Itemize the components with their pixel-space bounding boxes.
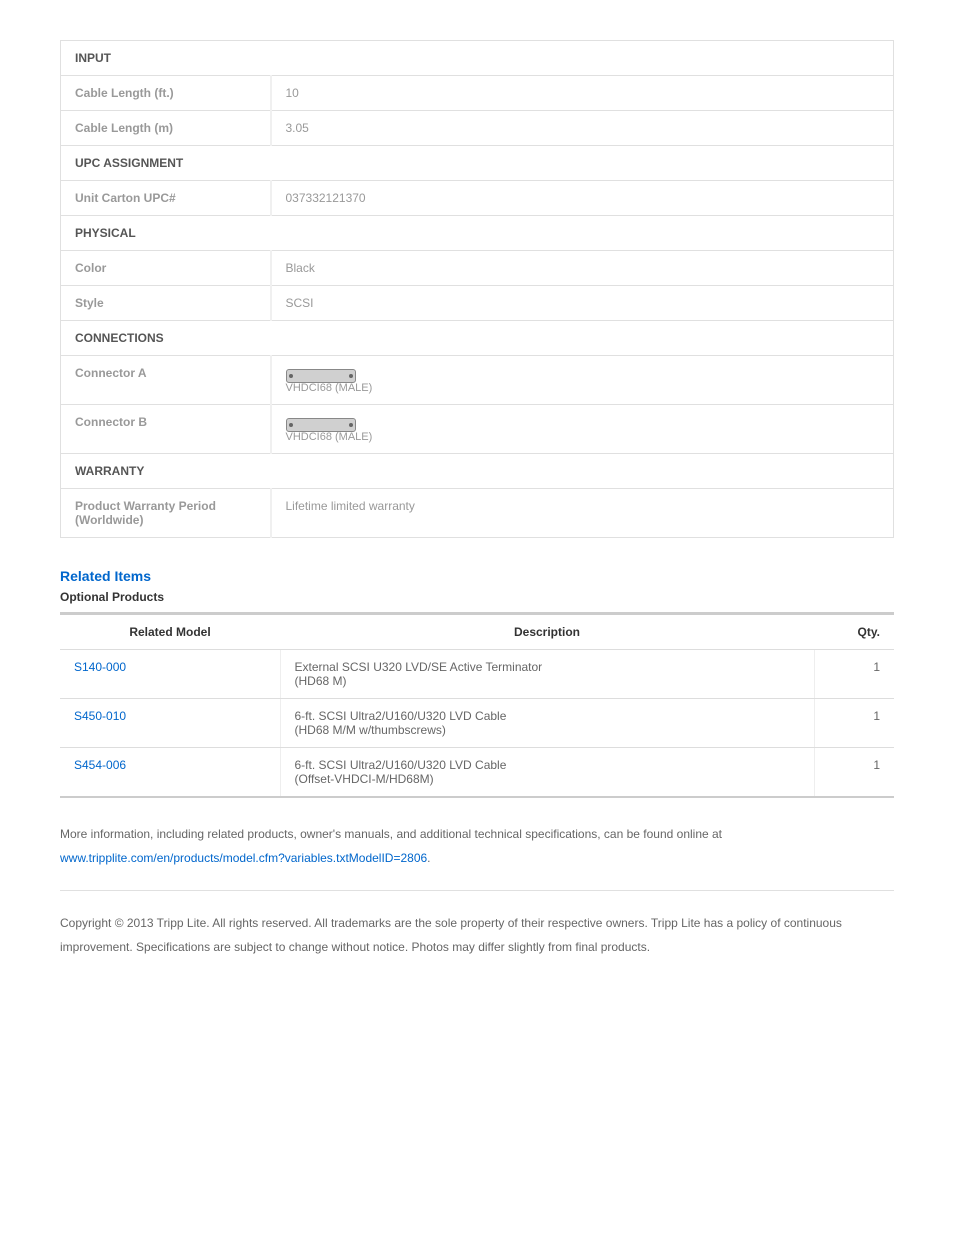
spec-label: Product Warranty Period (Worldwide) — [61, 489, 271, 538]
related-row: S454-006 6-ft. SCSI Ultra2/U160/U320 LVD … — [60, 748, 894, 798]
related-tbody: S140-000 External SCSI U320 LVD/SE Active… — [60, 650, 894, 798]
spec-value: 037332121370 — [271, 181, 894, 216]
related-model-link[interactable]: S450-010 — [74, 709, 126, 723]
related-qty: 1 — [814, 699, 894, 748]
related-model-link[interactable]: S140-000 — [74, 660, 126, 674]
footer-divider — [60, 890, 894, 891]
spec-row: Cable Length (ft.)10 — [61, 76, 894, 111]
spec-section-title: INPUT — [61, 41, 894, 76]
related-description: 6-ft. SCSI Ultra2/U160/U320 LVD Cable (H… — [280, 699, 814, 748]
spec-row: Unit Carton UPC#037332121370 — [61, 181, 894, 216]
spec-row: Cable Length (m)3.05 — [61, 111, 894, 146]
col-related-model: Related Model — [60, 614, 280, 650]
spec-value: Black — [271, 251, 894, 286]
optional-products-subheading: Optional Products — [60, 590, 894, 604]
period: . — [427, 851, 430, 865]
connector-label: VHDCI68 (MALE) — [286, 382, 880, 394]
related-qty: 1 — [814, 748, 894, 798]
related-products-table: Related Model Description Qty. S140-000 E… — [60, 612, 894, 798]
more-info-link[interactable]: www.tripplite.com/en/products/model.cfm?… — [60, 851, 427, 865]
spec-value: 10 — [271, 76, 894, 111]
spec-section-header: UPC ASSIGNMENT — [61, 146, 894, 181]
spec-value: VHDCI68 (MALE) — [271, 356, 894, 405]
spec-value: SCSI — [271, 286, 894, 321]
spec-section-header: CONNECTIONS — [61, 321, 894, 356]
specs-tbody: INPUTCable Length (ft.)10Cable Length (m… — [61, 41, 894, 538]
spec-row: StyleSCSI — [61, 286, 894, 321]
spec-section-header: PHYSICAL — [61, 216, 894, 251]
spec-section-header: INPUT — [61, 41, 894, 76]
spec-section-title: UPC ASSIGNMENT — [61, 146, 894, 181]
spec-row: Connector B VHDCI68 (MALE) — [61, 405, 894, 454]
more-info-prefix: More information, including related prod… — [60, 827, 722, 841]
more-info-text: More information, including related prod… — [60, 822, 894, 870]
col-description: Description — [280, 614, 814, 650]
spec-label: Cable Length (ft.) — [61, 76, 271, 111]
spec-label: Connector A — [61, 356, 271, 405]
related-description: 6-ft. SCSI Ultra2/U160/U320 LVD Cable (O… — [280, 748, 814, 798]
connector-icon — [286, 369, 356, 383]
spec-value: VHDCI68 (MALE) — [271, 405, 894, 454]
spec-value: Lifetime limited warranty — [271, 489, 894, 538]
connector-label: VHDCI68 (MALE) — [286, 431, 880, 443]
related-description: External SCSI U320 LVD/SE Active Termina… — [280, 650, 814, 699]
related-row: S140-000 External SCSI U320 LVD/SE Active… — [60, 650, 894, 699]
spec-label: Connector B — [61, 405, 271, 454]
spec-row: Product Warranty Period (Worldwide)Lifet… — [61, 489, 894, 538]
spec-label: Color — [61, 251, 271, 286]
spec-row: ColorBlack — [61, 251, 894, 286]
related-model-link[interactable]: S454-006 — [74, 758, 126, 772]
spec-label: Unit Carton UPC# — [61, 181, 271, 216]
related-items-heading: Related Items — [60, 568, 894, 584]
col-qty: Qty. — [814, 614, 894, 650]
connector-icon — [286, 418, 356, 432]
spec-section-header: WARRANTY — [61, 454, 894, 489]
spec-label: Style — [61, 286, 271, 321]
spec-section-title: PHYSICAL — [61, 216, 894, 251]
related-qty: 1 — [814, 650, 894, 699]
related-row: S450-010 6-ft. SCSI Ultra2/U160/U320 LVD … — [60, 699, 894, 748]
spec-row: Connector A VHDCI68 (MALE) — [61, 356, 894, 405]
spec-section-title: CONNECTIONS — [61, 321, 894, 356]
copyright-text: Copyright © 2013 Tripp Lite. All rights … — [60, 911, 894, 959]
spec-label: Cable Length (m) — [61, 111, 271, 146]
spec-value: 3.05 — [271, 111, 894, 146]
specs-table: INPUTCable Length (ft.)10Cable Length (m… — [60, 40, 894, 538]
spec-section-title: WARRANTY — [61, 454, 894, 489]
